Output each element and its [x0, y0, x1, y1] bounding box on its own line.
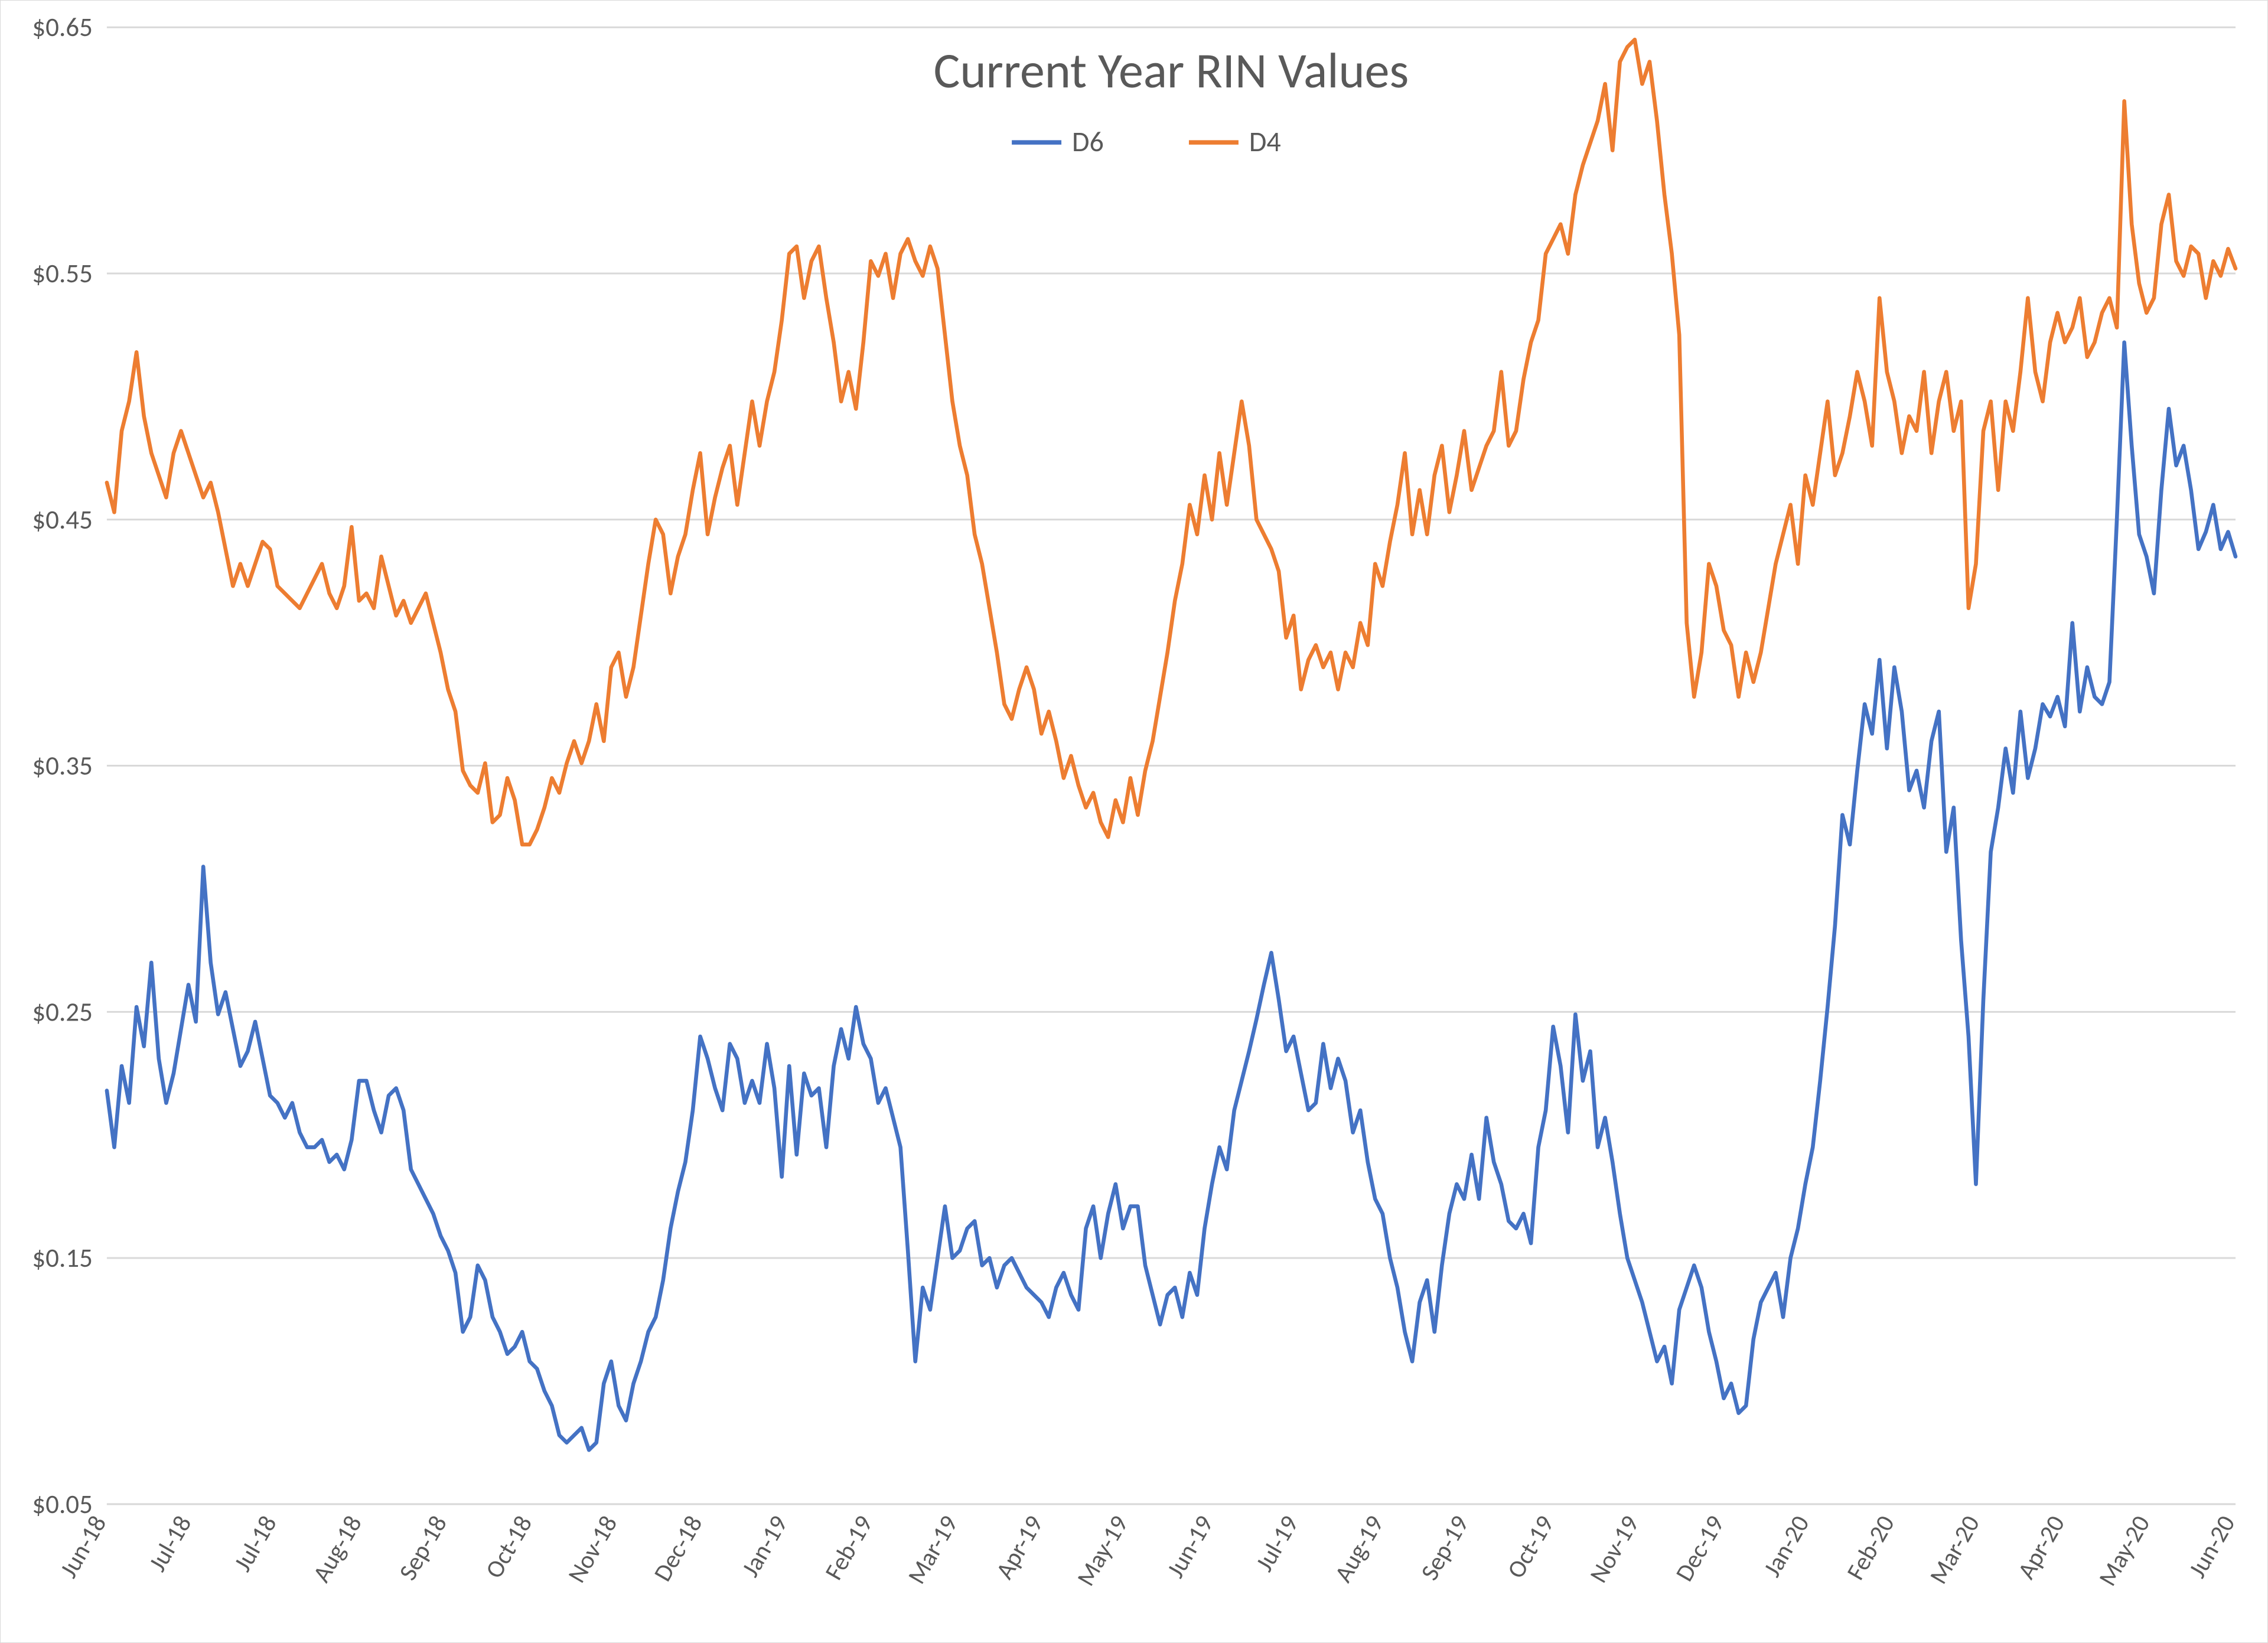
y-tick-label: $0.45 [32, 504, 93, 536]
y-tick-label: $0.25 [32, 996, 93, 1028]
y-tick-label: $0.35 [32, 750, 93, 783]
y-tick-label: $0.65 [32, 11, 93, 44]
chart-container: $0.05$0.15$0.25$0.35$0.45$0.55$0.65Jun-1… [0, 0, 2268, 1643]
legend-label-D4: D4 [1249, 124, 1281, 159]
line-chart: $0.05$0.15$0.25$0.35$0.45$0.55$0.65Jun-1… [1, 1, 2267, 1642]
y-tick-label: $0.15 [32, 1242, 93, 1274]
legend-label-D6: D6 [1072, 124, 1104, 159]
chart-title: Current Year RIN Values [934, 40, 1409, 101]
y-tick-label: $0.55 [32, 257, 93, 290]
